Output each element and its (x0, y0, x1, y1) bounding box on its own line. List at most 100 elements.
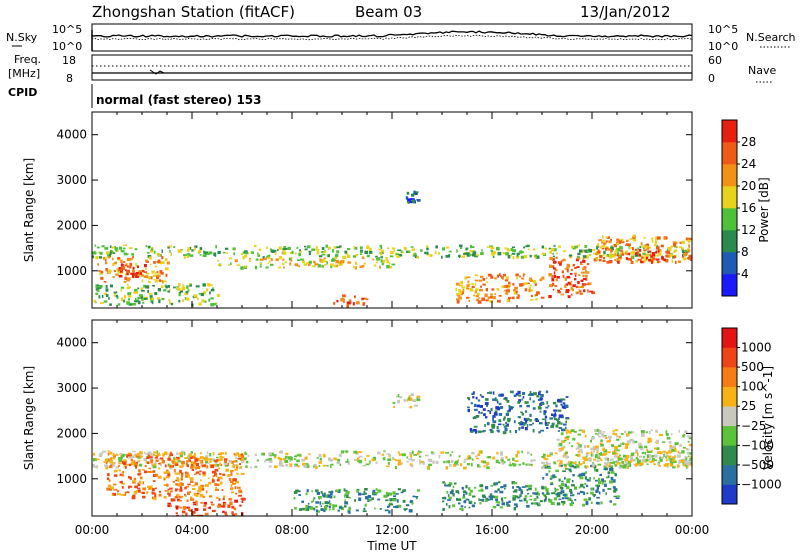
echo-cell (219, 462, 222, 466)
echo-cell (510, 248, 514, 252)
echo-cell (661, 456, 664, 459)
echo-cell (169, 250, 171, 253)
echo-cell (124, 466, 127, 469)
echo-cell (131, 480, 136, 482)
echo-cell (308, 250, 312, 253)
echo-cell (186, 285, 189, 289)
echo-cell (570, 494, 573, 497)
echo-cell (159, 457, 164, 460)
echo-cell (524, 401, 528, 404)
echo-cell (287, 456, 292, 460)
echo-cell (449, 464, 452, 467)
echo-cell (133, 491, 137, 495)
echo-cell (134, 273, 136, 276)
echo-cell (467, 498, 470, 501)
echo-cell (575, 285, 579, 289)
echo-cell (492, 495, 495, 499)
echo-cell (348, 496, 351, 499)
echo-cell (481, 494, 486, 498)
echo-cell (597, 248, 600, 251)
echo-cell (550, 481, 553, 484)
echo-cell (529, 463, 533, 466)
echo-cell (572, 284, 576, 288)
echo-cell (425, 245, 429, 248)
echo-cell (463, 458, 468, 461)
echo-cell (472, 428, 477, 432)
echo-cell (316, 251, 320, 255)
echo-cell (618, 466, 622, 469)
echo-cell (317, 264, 321, 268)
echo-cell (523, 422, 526, 426)
echo-cell (561, 501, 565, 504)
echo-cell (576, 442, 580, 445)
echo-region (105, 451, 245, 500)
echo-cell (689, 457, 692, 461)
echo-cell (595, 258, 599, 261)
echo-cell (397, 459, 402, 463)
echo-cell (465, 491, 468, 495)
echo-cell (170, 252, 173, 256)
echo-cell (522, 396, 525, 399)
echo-cell (96, 465, 99, 469)
echo-cell (238, 490, 243, 494)
echo-cell (163, 484, 168, 486)
echo-cell (518, 463, 522, 466)
echo-cell (648, 258, 652, 262)
echo-cell (595, 484, 598, 487)
echo-cell (560, 464, 563, 467)
echo-cell (231, 511, 234, 515)
echo-cell (598, 258, 602, 262)
echo-cell (104, 464, 108, 468)
echo-cell (202, 496, 206, 498)
echo-cell (500, 452, 504, 456)
echo-cell (379, 244, 383, 248)
echo-cell (471, 282, 474, 286)
echo-cell (473, 403, 477, 407)
echo-cell (230, 484, 233, 488)
echo-cell (329, 458, 334, 461)
echo-cell (121, 266, 126, 269)
echo-cell (620, 443, 623, 446)
echo-cell (348, 299, 352, 302)
echo-cell (592, 466, 594, 468)
echo-cell (636, 463, 639, 466)
echo-cell (149, 295, 153, 298)
echo-cell (616, 248, 621, 252)
echo-cell (347, 254, 351, 258)
echo-cell (282, 457, 286, 461)
echo-cell (117, 303, 121, 306)
echo-cell (194, 245, 198, 248)
echo-cell (196, 462, 199, 467)
echo-cell (491, 425, 495, 429)
echo-cell (480, 460, 484, 464)
echo-cell (183, 256, 186, 259)
echo-cell (393, 250, 396, 252)
echo-cell (590, 447, 595, 451)
echo-cell (143, 284, 146, 288)
echo-cell (138, 294, 143, 297)
echo-cell (210, 464, 215, 469)
echo-cell (651, 450, 653, 452)
echo-cell (501, 500, 504, 503)
echo-cell (224, 247, 229, 250)
echo-cell (608, 463, 611, 467)
echo-cell (498, 273, 501, 277)
time-xlabel: Time UT (366, 539, 417, 553)
echo-cell (181, 450, 185, 454)
colorbar-tick-label: 16 (741, 201, 756, 215)
echo-cell (627, 431, 632, 434)
echo-cell (97, 287, 100, 290)
echo-cell (259, 265, 262, 268)
echo-cell (208, 251, 213, 255)
echo-cell (262, 256, 265, 260)
echo-cell (496, 274, 500, 278)
echo-cell (240, 461, 243, 464)
echo-cell (120, 286, 125, 289)
echo-cell (337, 509, 340, 512)
echo-cell (479, 484, 484, 488)
echo-cell (354, 459, 357, 462)
echo-cell (323, 257, 326, 260)
echo-cell (333, 246, 337, 249)
echo-cell (670, 433, 673, 436)
echo-cell (663, 453, 665, 458)
